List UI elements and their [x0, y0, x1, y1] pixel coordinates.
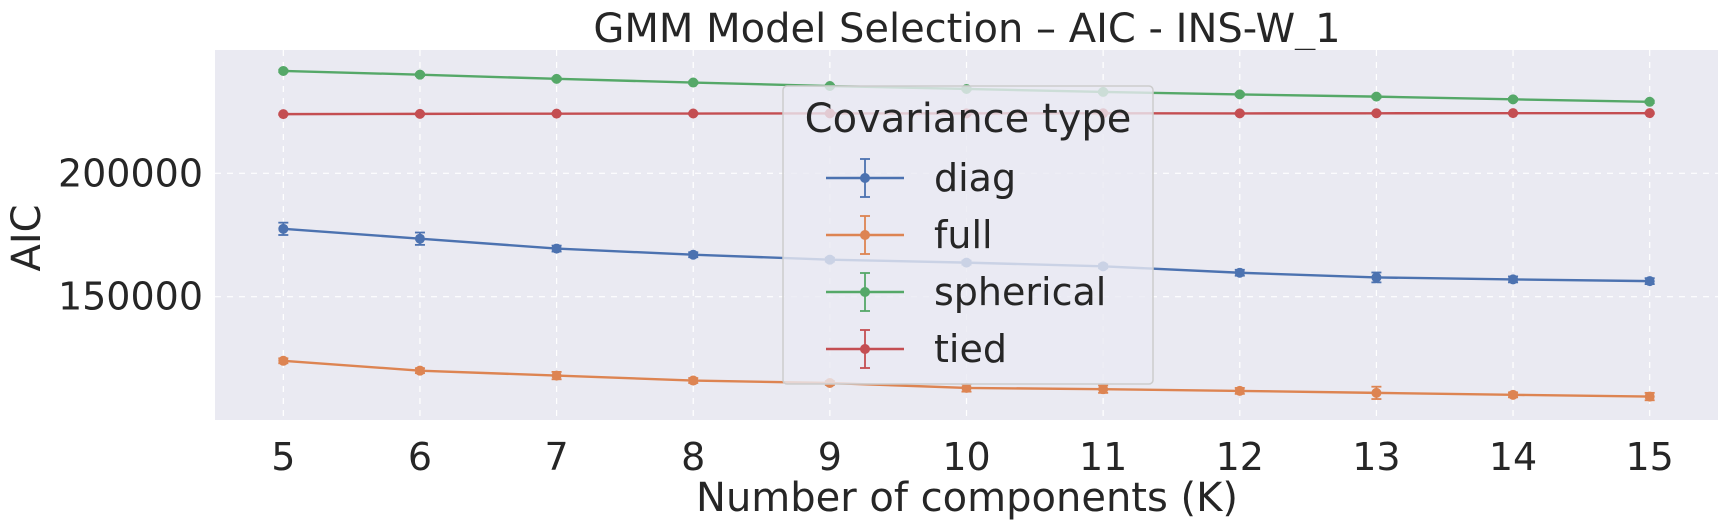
legend-entry-diag: diag: [826, 156, 1016, 200]
data-point: [551, 108, 562, 119]
legend-swatch-marker: [860, 230, 870, 240]
legend-box: [782, 85, 1154, 385]
data-point: [1508, 108, 1519, 119]
data-point: [1508, 389, 1519, 400]
x-tick-label: 7: [544, 435, 568, 479]
x-tick-label: 6: [408, 435, 432, 479]
y-tick-label: 150000: [58, 275, 203, 319]
data-point: [1234, 267, 1245, 278]
data-point: [1508, 94, 1519, 105]
data-point: [1234, 89, 1245, 100]
data-point: [551, 73, 562, 84]
data-point: [414, 365, 425, 376]
x-tick-label: 15: [1626, 435, 1674, 479]
x-tick-label: 13: [1352, 435, 1400, 479]
tick-labels: 5 6 7 8 9 10 11 12 13 14 15 150000 200000: [58, 151, 1674, 479]
legend-swatch-marker: [860, 344, 870, 354]
data-point: [414, 233, 425, 244]
y-tick-label: 200000: [58, 151, 203, 195]
data-point: [1234, 385, 1245, 396]
data-point: [278, 109, 289, 120]
data-point: [278, 223, 289, 234]
x-tick-label: 8: [681, 435, 705, 479]
data-point: [1371, 387, 1382, 398]
data-point: [414, 108, 425, 119]
data-point: [1371, 91, 1382, 102]
x-tick-label: 10: [942, 435, 990, 479]
legend-entry-spherical: spherical: [826, 270, 1106, 314]
legend-swatch-marker: [860, 287, 870, 297]
data-point: [1644, 108, 1655, 119]
x-tick-label: 12: [1216, 435, 1264, 479]
data-point: [1098, 384, 1109, 395]
data-point: [1371, 108, 1382, 119]
data-point: [278, 355, 289, 366]
legend: Covariance type diag full spherical tied: [782, 85, 1154, 385]
data-point: [1644, 96, 1655, 107]
legend-label: spherical: [934, 270, 1106, 314]
legend-entry-tied: tied: [826, 327, 1007, 371]
data-point: [688, 375, 699, 386]
legend-entry-full: full: [826, 213, 993, 257]
chart-title: GMM Model Selection – AIC - INS-W_1: [593, 6, 1340, 52]
x-tick-label: 14: [1489, 435, 1537, 479]
data-point: [551, 370, 562, 381]
data-point: [1508, 274, 1519, 285]
data-point: [688, 249, 699, 260]
data-point: [551, 243, 562, 254]
data-point: [961, 382, 972, 393]
data-point: [1371, 272, 1382, 283]
legend-label: diag: [934, 156, 1016, 200]
data-point: [688, 77, 699, 88]
data-point: [1644, 391, 1655, 402]
x-axis-label: Number of components (K): [696, 475, 1238, 521]
data-point: [278, 65, 289, 76]
legend-swatch-marker: [860, 173, 870, 183]
data-point: [1234, 108, 1245, 119]
series-full: [278, 355, 1655, 402]
legend-title: Covariance type: [805, 96, 1132, 142]
legend-label: full: [934, 213, 993, 257]
data-point: [1644, 276, 1655, 287]
y-axis-label: AIC: [4, 204, 50, 271]
legend-label: tied: [934, 327, 1007, 371]
x-tick-label: 9: [818, 435, 842, 479]
x-tick-label: 11: [1079, 435, 1127, 479]
data-point: [414, 69, 425, 80]
x-tick-label: 5: [271, 435, 295, 479]
data-point: [688, 108, 699, 119]
